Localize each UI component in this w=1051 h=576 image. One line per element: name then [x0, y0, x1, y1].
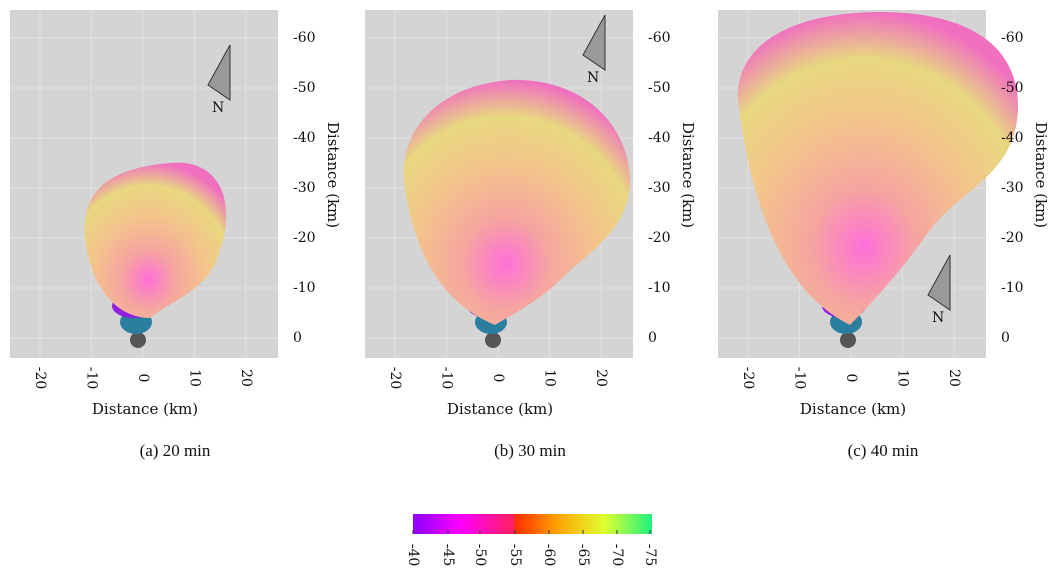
x-tick-label: -10: [439, 367, 455, 390]
storm-shape: [84, 162, 227, 318]
compass-label: N: [587, 70, 599, 86]
x-tick-label: -10: [84, 367, 100, 390]
x-tick-label: -10: [792, 367, 808, 390]
y-tick-label: -20: [1001, 230, 1024, 246]
y-tick-label: -30: [648, 180, 671, 196]
y-tick-label: -40: [293, 130, 316, 146]
y-tick-label: -60: [293, 30, 316, 46]
y-tick-label: -40: [648, 130, 671, 146]
x-tick-label: 20: [593, 369, 609, 387]
y-tick-label: -60: [648, 30, 671, 46]
panel: N -60 -50 -40 -30 -20 -10 0 -20 -10 0 10 20 Distance …: [10, 10, 342, 460]
y-tick-label: -10: [293, 280, 316, 296]
y-tick-label: -50: [1001, 80, 1024, 96]
panel: N -60 -50 -40 -30 -20 -10 0 -20 -10 0 10 20 Distance …: [718, 10, 1050, 460]
x-tick-label: -20: [32, 367, 48, 390]
y-tick-label: -40: [1001, 130, 1024, 146]
compass-label: N: [212, 100, 224, 116]
x-tick-label: 10: [542, 369, 558, 387]
y-tick-label: -30: [1001, 180, 1024, 196]
y-axis-label: Distance (km): [1032, 122, 1050, 228]
y-tick-label: 0: [648, 330, 657, 346]
storm-shape: [403, 79, 631, 325]
y-tick-label: -20: [293, 230, 316, 246]
y-tick-label: -50: [293, 80, 316, 96]
x-axis-label: Distance (km): [92, 400, 198, 418]
colorbar-tick-label: -65: [575, 544, 591, 567]
x-axis-label: Distance (km): [800, 400, 906, 418]
x-tick-label: 0: [135, 374, 151, 383]
y-tick-label: -20: [648, 230, 671, 246]
x-tick-label: -20: [740, 367, 756, 390]
y-tick-label: -50: [648, 80, 671, 96]
compass-arrow: [207, 44, 231, 101]
x-tick-label: 0: [490, 374, 506, 383]
y-tick-label: 0: [293, 330, 302, 346]
y-tick-label: -10: [1001, 280, 1024, 296]
colorbar-tick-label: -45: [440, 544, 456, 567]
colorbar-tick-label: -55: [507, 544, 523, 567]
panels: N -60 -50 -40 -30 -20 -10 0 -20 -10 0 10 20 Distance …: [10, 10, 1050, 460]
colorbar: [413, 514, 652, 534]
compass-arrow: [582, 14, 606, 71]
y-axis-label: Distance (km): [679, 122, 697, 228]
y-tick-label: -30: [293, 180, 316, 196]
compass-label: N: [932, 310, 944, 326]
y-tick-label: -60: [1001, 30, 1024, 46]
panel: N -60 -50 -40 -30 -20 -10 0 -20 -10 0 10 20 Distance …: [365, 10, 697, 460]
x-axis-label: Distance (km): [447, 400, 553, 418]
colorbar-tick-label: -70: [609, 544, 625, 567]
x-tick-label: -20: [387, 367, 403, 390]
x-tick-label: 20: [238, 369, 254, 387]
caption: (b) 30 min: [494, 441, 566, 460]
compass-arrow: [927, 254, 951, 311]
storm-tail: [840, 332, 856, 348]
colorbar-tick-label: -50: [472, 544, 488, 567]
storm-shape: [737, 12, 1019, 325]
storm-tail: [485, 332, 501, 348]
colorbar-tick-label: -60: [541, 544, 557, 567]
colorbar-tick-label: -75: [642, 544, 658, 567]
caption: (a) 20 min: [140, 441, 211, 460]
colorbar-tick-label: -40: [405, 544, 421, 567]
x-tick-label: 10: [895, 369, 911, 387]
x-tick-label: 10: [187, 369, 203, 387]
y-axis-label: Distance (km): [324, 122, 342, 228]
y-tick-label: -10: [648, 280, 671, 296]
caption: (c) 40 min: [848, 441, 919, 460]
storm-tail: [130, 332, 146, 348]
x-tick-label: 20: [946, 369, 962, 387]
x-tick-label: 0: [843, 374, 859, 383]
y-tick-label: 0: [1001, 330, 1010, 346]
